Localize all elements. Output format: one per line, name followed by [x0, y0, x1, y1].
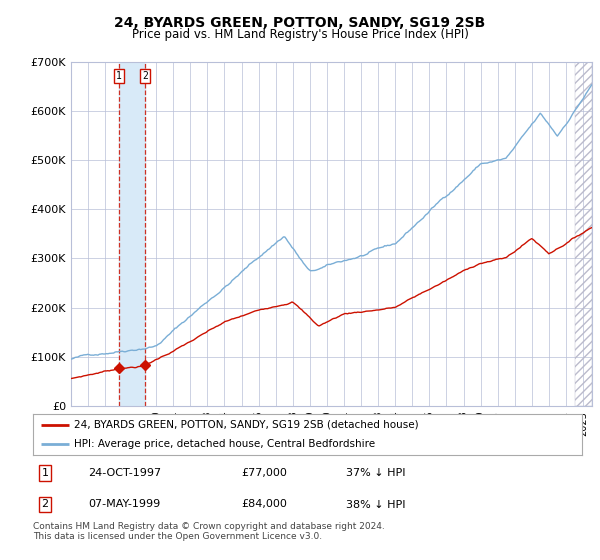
- Text: £84,000: £84,000: [242, 500, 287, 510]
- Text: Price paid vs. HM Land Registry's House Price Index (HPI): Price paid vs. HM Land Registry's House …: [131, 28, 469, 41]
- Text: 2: 2: [142, 71, 148, 81]
- Text: £77,000: £77,000: [242, 468, 287, 478]
- Text: 2: 2: [41, 500, 49, 510]
- Text: 24, BYARDS GREEN, POTTON, SANDY, SG19 2SB: 24, BYARDS GREEN, POTTON, SANDY, SG19 2S…: [115, 16, 485, 30]
- Text: 24-OCT-1997: 24-OCT-1997: [88, 468, 161, 478]
- Text: 1: 1: [116, 71, 122, 81]
- Text: Contains HM Land Registry data © Crown copyright and database right 2024.
This d: Contains HM Land Registry data © Crown c…: [33, 522, 385, 542]
- Text: HPI: Average price, detached house, Central Bedfordshire: HPI: Average price, detached house, Cent…: [74, 438, 376, 449]
- Text: 07-MAY-1999: 07-MAY-1999: [88, 500, 160, 510]
- Text: 1: 1: [41, 468, 49, 478]
- Bar: [119, 62, 145, 406]
- Text: 38% ↓ HPI: 38% ↓ HPI: [346, 500, 406, 510]
- Text: 37% ↓ HPI: 37% ↓ HPI: [346, 468, 406, 478]
- Text: 24, BYARDS GREEN, POTTON, SANDY, SG19 2SB (detached house): 24, BYARDS GREEN, POTTON, SANDY, SG19 2S…: [74, 420, 419, 430]
